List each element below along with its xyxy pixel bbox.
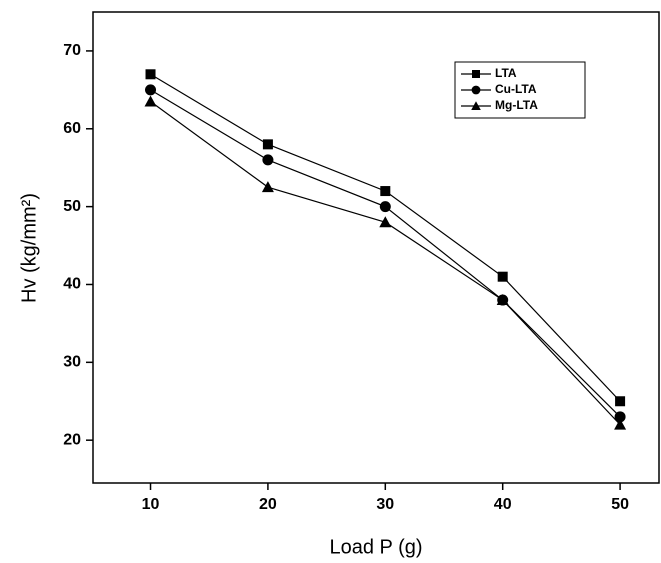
data-point	[379, 201, 391, 213]
legend-label: Mg-LTA	[495, 98, 538, 112]
data-point	[615, 396, 626, 407]
data-point	[144, 95, 157, 107]
legend-marker	[471, 85, 481, 95]
y-tick-label: 50	[63, 198, 81, 215]
series-line	[150, 73, 621, 402]
series-line	[150, 101, 621, 426]
y-tick-label: 70	[63, 42, 81, 59]
data-point	[262, 154, 274, 166]
data-point	[496, 294, 509, 306]
data-point	[379, 216, 392, 228]
data-point	[261, 181, 274, 193]
x-tick-label: 20	[259, 496, 277, 513]
data-point	[497, 271, 508, 282]
y-tick-label: 20	[63, 431, 81, 448]
plot-frame	[92, 11, 660, 484]
data-point	[614, 418, 627, 430]
x-tick-label: 30	[376, 496, 394, 513]
y-tick-label: 60	[63, 120, 81, 137]
legend-marker	[471, 101, 481, 110]
x-tick-label: 10	[142, 496, 160, 513]
legend-label: Cu-LTA	[495, 82, 537, 96]
data-point	[380, 186, 391, 197]
y-tick-label: 30	[63, 354, 81, 371]
x-tick-label: 50	[611, 496, 629, 513]
data-point	[614, 411, 626, 423]
y-tick-label: 40	[63, 276, 81, 293]
series-line	[150, 89, 621, 418]
data-point	[145, 69, 156, 80]
y-axis-label: Hv (kg/mm²)	[18, 193, 40, 303]
data-point	[145, 84, 157, 96]
x-tick-label: 40	[494, 496, 512, 513]
data-point	[262, 139, 273, 150]
legend-marker	[472, 70, 480, 78]
x-axis-label: Load P (g)	[329, 536, 422, 558]
legend-label: LTA	[495, 66, 517, 80]
